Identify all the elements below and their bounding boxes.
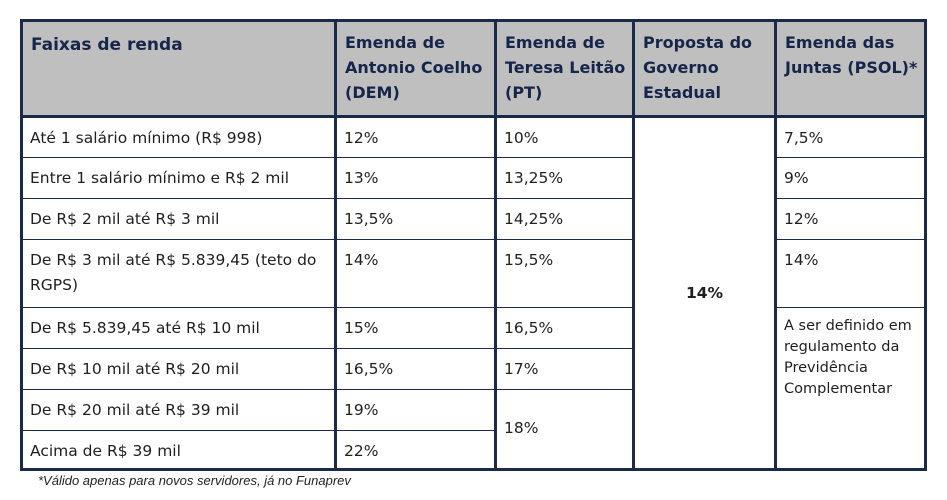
psol-rate-cell: 7,5% [774, 115, 926, 159]
dem-rate-cell: 14% [334, 239, 496, 308]
dem-rate-cell: 19% [334, 388, 496, 431]
pt-rate-cell: 10% [494, 115, 634, 159]
dem-rate-cell: 16,5% [334, 347, 496, 390]
table-row: Entre 1 salário mínimo e R$ 2 mil 13% 13… [21, 157, 926, 200]
footnote: *Válido apenas para novos servidores, já… [38, 473, 351, 488]
dem-rate-cell: 22% [334, 429, 496, 471]
psol-rate-cell: 14% [774, 239, 926, 308]
income-bracket-cell: Até 1 salário mínimo (R$ 998) [21, 115, 336, 159]
table-row: Acima de R$ 39 mil 22% [21, 429, 926, 471]
pt-rate-cell: 16,5% [494, 306, 634, 349]
income-bracket-table: Faixas de renda Emenda de Antonio Coelho… [20, 19, 927, 471]
income-bracket-cell: De R$ 5.839,45 até R$ 10 mil [21, 306, 336, 349]
income-bracket-cell: De R$ 3 mil até R$ 5.839,45 (teto do RGP… [21, 239, 336, 308]
pt-rate-cell: 15,5% [494, 239, 634, 308]
dem-rate-cell: 12% [334, 115, 496, 159]
psol-complementary-note-cell: A ser definido em regulamento da Previdê… [774, 306, 926, 471]
pt-rate-cell: 18% [494, 388, 634, 471]
header-pt-amendment: Emenda de Teresa Leitão (PT) [494, 20, 634, 118]
pt-rate-cell: 13,25% [494, 157, 634, 200]
table-row: De R$ 3 mil até R$ 5.839,45 (teto do RGP… [21, 239, 926, 308]
income-bracket-cell: Entre 1 salário mínimo e R$ 2 mil [21, 157, 336, 200]
pt-rate-cell: 14,25% [494, 198, 634, 241]
header-psol-amendment: Emenda das Juntas (PSOL)* [774, 20, 926, 118]
pt-rate-cell: 17% [494, 347, 634, 390]
table-row: De R$ 5.839,45 até R$ 10 mil 15% 16,5% A… [21, 306, 926, 471]
psol-rate-cell: 12% [774, 198, 926, 241]
header-dem-amendment: Emenda de Antonio Coelho (DEM) [334, 20, 496, 118]
psol-rate-cell: 9% [774, 157, 926, 200]
dem-rate-cell: 13,5% [334, 198, 496, 241]
table-row: Até 1 salário mínimo (R$ 998) 12% 10% 14… [21, 115, 926, 470]
header-state-proposal: Proposta do Governo Estadual [632, 20, 776, 118]
table-row: De R$ 20 mil até R$ 39 mil 19% 18% [21, 388, 926, 471]
state-proposal-rate-cell: 14% [632, 116, 776, 470]
income-bracket-cell: De R$ 10 mil até R$ 20 mil [21, 347, 336, 390]
table-row: De R$ 10 mil até R$ 20 mil 16,5% 17% [21, 347, 926, 390]
income-bracket-cell: Acima de R$ 39 mil [21, 429, 336, 471]
table-header-row: Faixas de renda Emenda de Antonio Coelho… [21, 20, 926, 118]
income-bracket-cell: De R$ 2 mil até R$ 3 mil [21, 198, 336, 241]
table-row: De R$ 2 mil até R$ 3 mil 13,5% 14,25% 12… [21, 198, 926, 241]
header-income-bracket: Faixas de renda [21, 20, 336, 118]
dem-rate-cell: 15% [334, 306, 496, 349]
dem-rate-cell: 13% [334, 157, 496, 200]
income-bracket-cell: De R$ 20 mil até R$ 39 mil [21, 388, 336, 431]
